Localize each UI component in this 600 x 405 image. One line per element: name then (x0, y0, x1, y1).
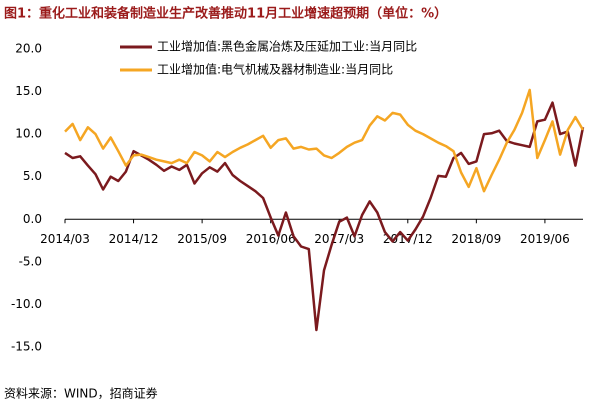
chart-title: 图1：重化工业和装备制造业生产改善推动11月工业增速超预期（单位：%） (4, 6, 447, 22)
x-tick-label: 2018/09 (451, 232, 501, 246)
source-note: 资料来源：WIND，招商证券 (4, 386, 158, 401)
series-line (64, 88, 585, 193)
x-tick-label: 2017/03 (314, 232, 364, 246)
x-tick-label: 2019/06 (520, 232, 570, 246)
x-tick-label: 2016/06 (246, 232, 296, 246)
x-tick-label: 2014/03 (40, 232, 90, 246)
x-tick-label: 2014/12 (109, 232, 159, 246)
legend-label: 工业增加值:黑色金属冶炼及压延加工业:当月同比 (157, 39, 417, 54)
y-tick-label: -15.0 (11, 340, 42, 354)
y-tick-label: -5.0 (19, 254, 42, 268)
series-line (64, 101, 585, 332)
y-tick-label: -10.0 (11, 297, 42, 311)
y-tick-label: 20.0 (15, 42, 42, 56)
y-tick-label: 10.0 (15, 127, 42, 141)
y-tick-label: 0.0 (23, 212, 42, 226)
legend-label: 工业增加值:电气机械及器材制造业:当月同比 (157, 62, 393, 77)
y-tick-label: 5.0 (23, 169, 42, 183)
y-tick-label: 15.0 (15, 84, 42, 98)
x-tick-label: 2015/09 (177, 232, 227, 246)
